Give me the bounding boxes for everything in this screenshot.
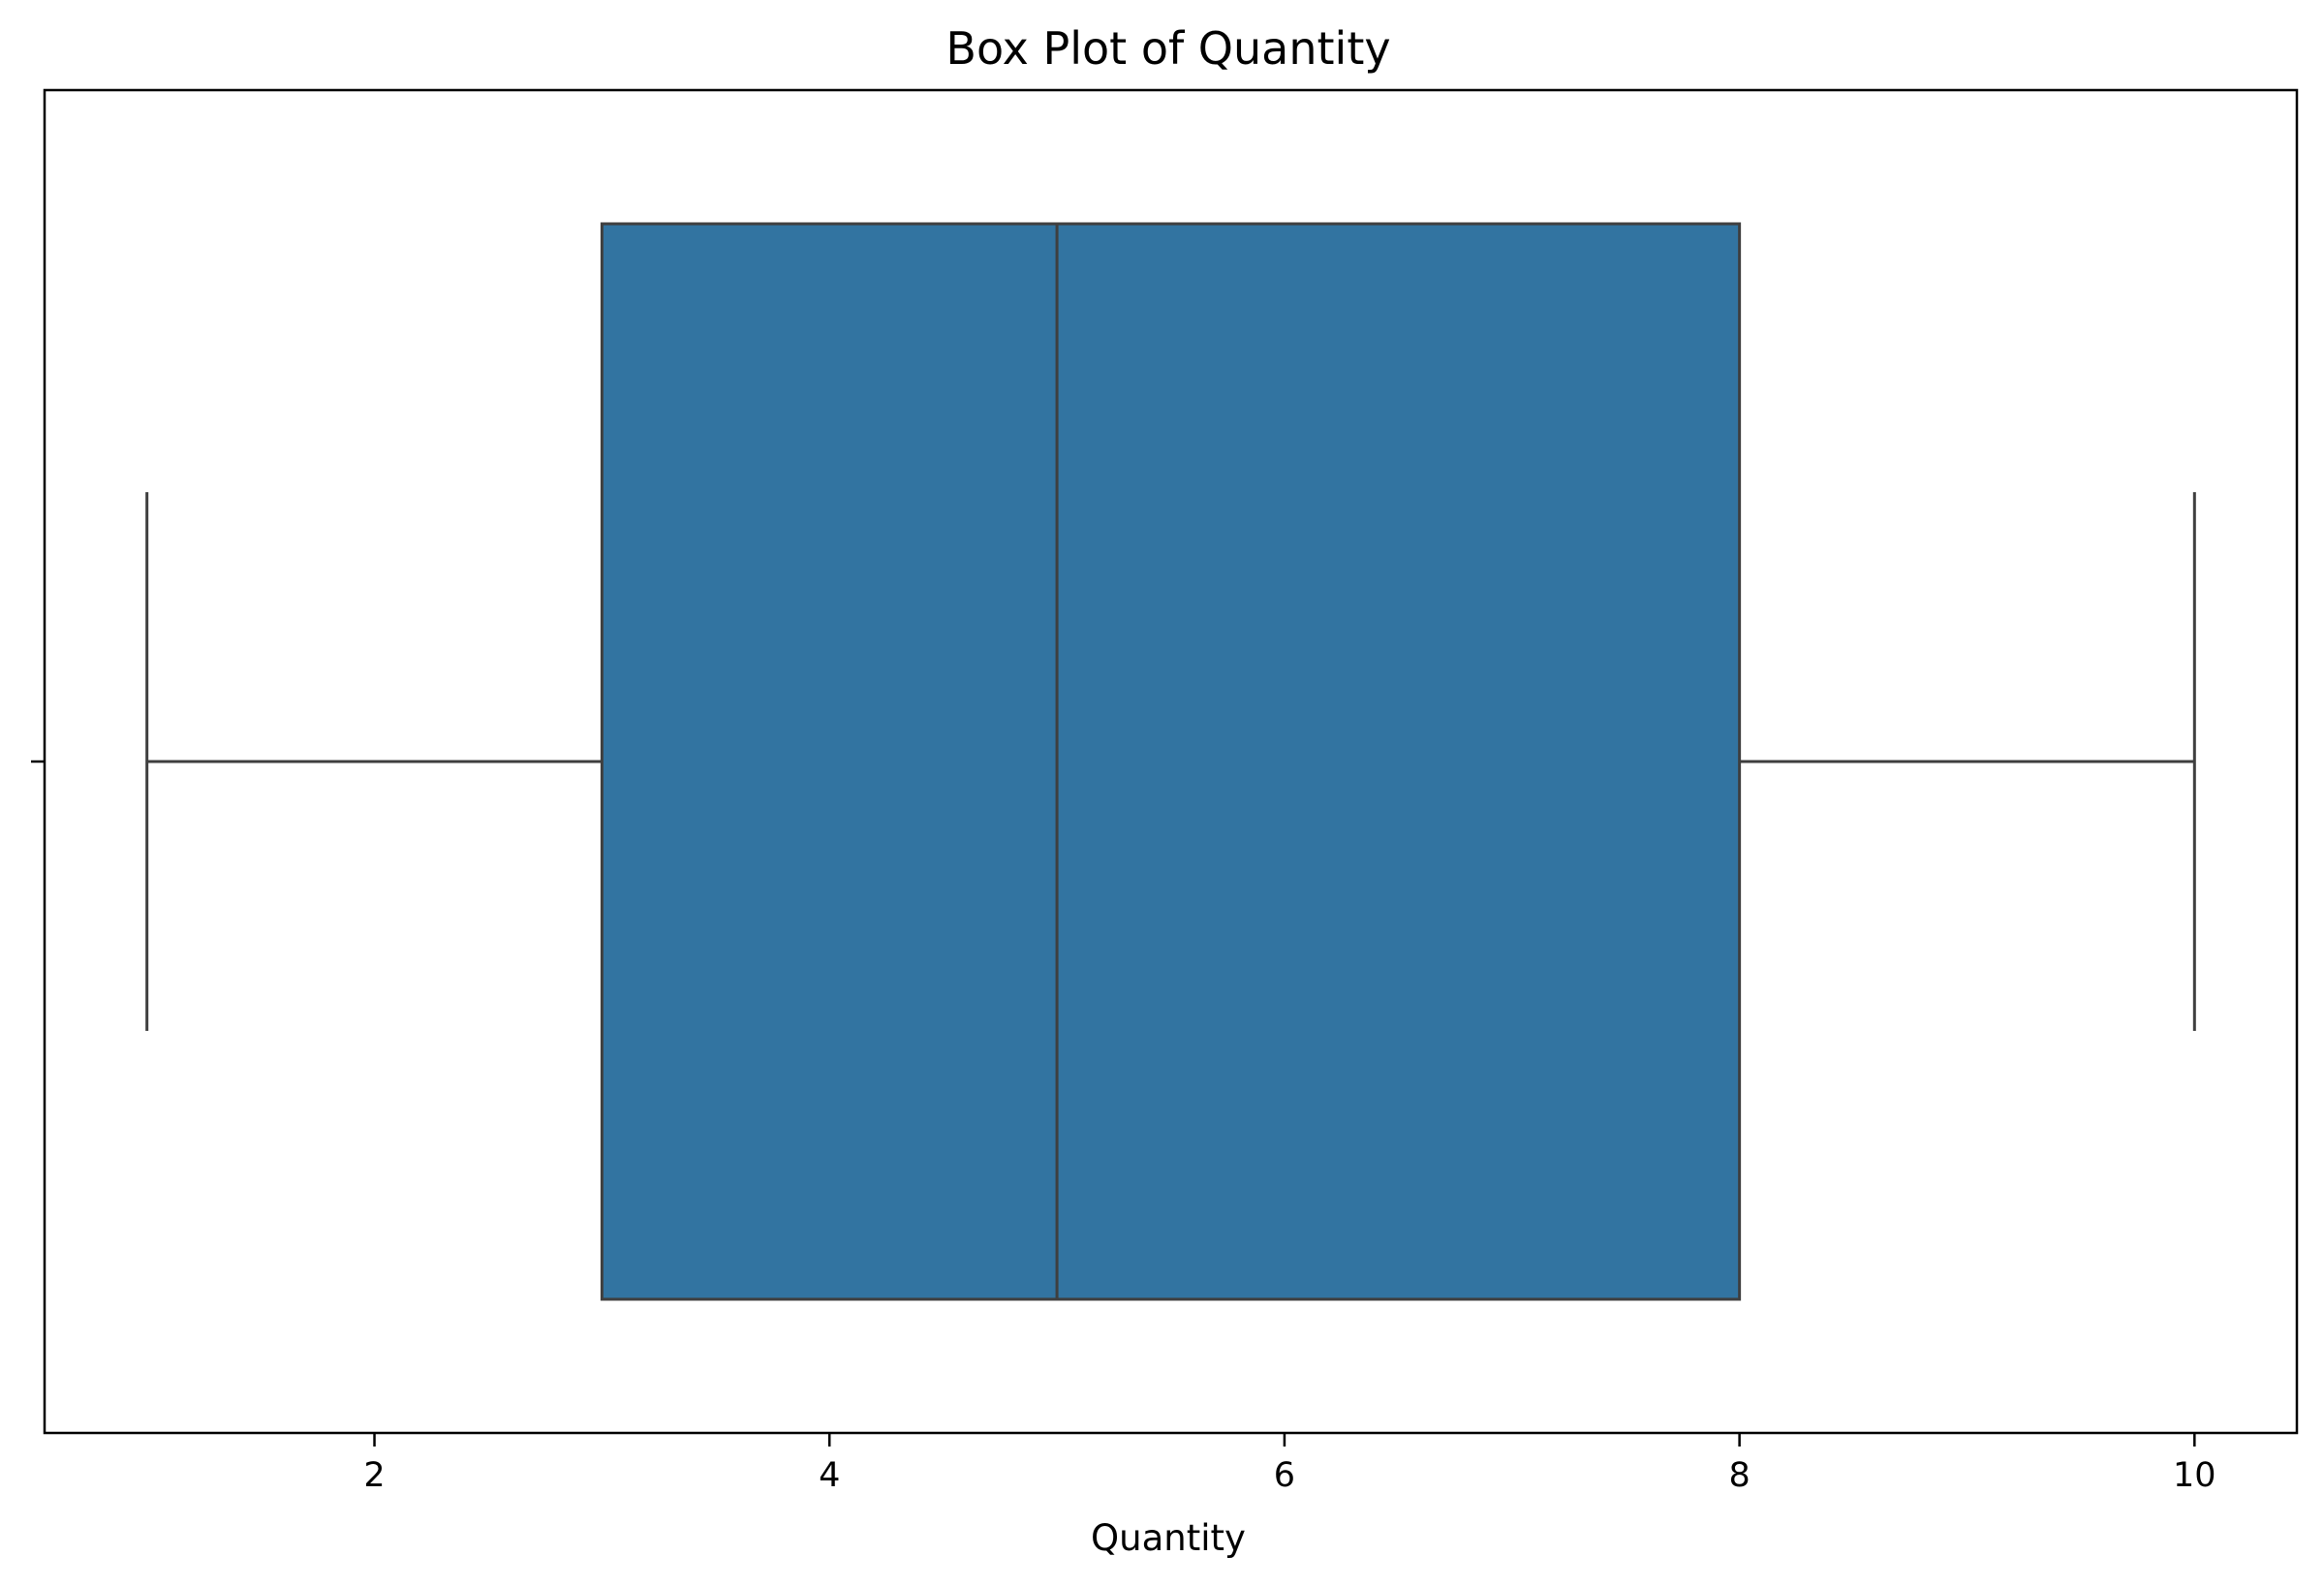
plot-area [145,222,2196,1301]
x-axis-ticks: 2 4 6 8 10 [363,1433,2216,1495]
x-tick-label: 6 [1274,1456,1295,1495]
x-axis-label: Quantity [1091,1517,1246,1559]
x-tick-label: 10 [2173,1456,2216,1495]
x-tick-label: 2 [363,1456,385,1495]
x-tick-label: 8 [1728,1456,1750,1495]
chart-title: Box Plot of Quantity [945,22,1390,75]
x-tick-label: 4 [819,1456,840,1495]
iqr-box [600,222,1742,1301]
